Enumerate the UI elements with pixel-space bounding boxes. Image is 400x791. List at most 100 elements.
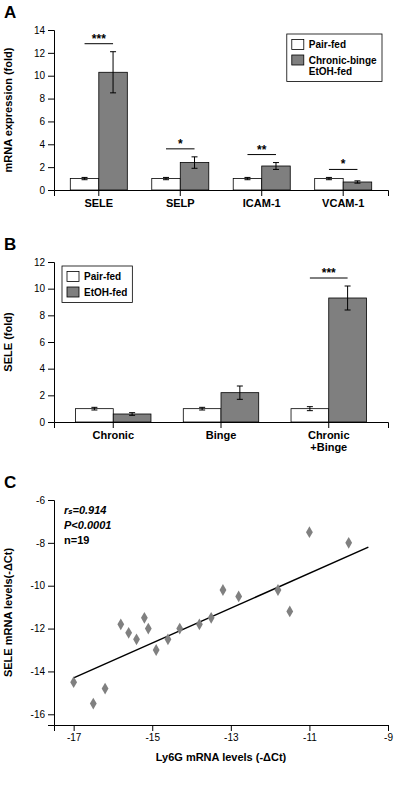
point: [145, 623, 152, 635]
tick-label: 8: [39, 310, 45, 321]
point: [141, 612, 148, 624]
error-bar: [354, 181, 360, 183]
error-bar: [110, 52, 116, 93]
y-axis: 02468101214: [34, 25, 55, 196]
tick: -8: [36, 538, 54, 549]
tick: 2: [39, 390, 54, 401]
axis-line: [55, 191, 389, 197]
axis-line: [55, 423, 389, 429]
tick-label: 0: [39, 417, 45, 428]
legend-label: Pair-fed: [309, 39, 346, 50]
text-line: Pair-fed: [84, 271, 121, 282]
text-line: ICAM-1: [243, 197, 281, 209]
tick-mark: [48, 586, 54, 587]
point: [125, 627, 132, 639]
error-bar-cap: [273, 162, 279, 163]
error-bar-stem: [309, 407, 310, 411]
error-bar-cap: [192, 168, 198, 169]
annotation: P<0.0001: [64, 519, 111, 531]
tick-label: -13: [224, 732, 239, 743]
error-bar-cap: [163, 177, 169, 178]
panel: 024681012ChronicBingeChronic+BingeSELE (…: [2, 257, 389, 453]
text-line: Binge: [206, 429, 237, 441]
error-bar-cap: [199, 407, 205, 408]
tick-label: -15: [146, 732, 161, 743]
significance-label: ***: [322, 266, 336, 280]
tick-label: -14: [31, 666, 46, 677]
x-axis-title: Ly6G mRNA levels (-ΔCt): [156, 751, 287, 763]
tick: 8: [39, 310, 54, 321]
bar: [233, 179, 262, 190]
error-bar-cap: [273, 169, 279, 170]
significance-label: *: [341, 157, 346, 171]
axis-line: [55, 726, 389, 732]
tick: 8: [39, 93, 54, 104]
bar: [329, 298, 367, 422]
annotation: n=19: [64, 534, 89, 546]
tick-mark: [309, 725, 310, 731]
tick-mark: [48, 629, 54, 630]
legend-items: Pair-fed EtOH-fed: [67, 271, 127, 298]
error-bar-stem: [275, 163, 276, 170]
point: [133, 633, 140, 645]
tick-mark: [48, 315, 54, 316]
point: [275, 584, 282, 596]
point: [90, 698, 97, 710]
tick-label: -11: [303, 732, 317, 743]
tick-mark: [48, 167, 54, 168]
tick-mark: [48, 30, 54, 31]
regression-line: [74, 547, 369, 678]
bar: [315, 179, 344, 190]
text-line: Chronic: [92, 429, 134, 441]
tick-label: SELP: [166, 197, 195, 209]
error-bar: [307, 407, 313, 411]
x-axis: -17-15-13-11-9: [55, 725, 394, 743]
y-axis-title: mRNA expression (fold): [2, 47, 14, 172]
point: [220, 584, 227, 596]
tick-mark: [48, 714, 54, 715]
tick-mark: [48, 121, 54, 122]
tick-label: 2: [39, 390, 45, 401]
legend-swatch: [292, 40, 304, 50]
tick: Chronic: [92, 422, 134, 441]
plot-area: [70, 52, 371, 190]
tick-label: 4: [39, 139, 45, 150]
error-bar-cap: [129, 415, 135, 416]
tick-label: 4: [39, 363, 45, 374]
tick-mark: [48, 144, 54, 145]
legend-box: [62, 266, 132, 303]
panel: -16-14-12-10-8-6-17-15-13-11-9Ly6G mRNA …: [2, 495, 393, 763]
error-bar-cap: [345, 310, 351, 311]
tick: SELP: [166, 190, 195, 209]
legend-swatch: [292, 55, 304, 65]
error-bar: [192, 157, 198, 168]
point: [196, 618, 203, 630]
text-line: SELP: [166, 197, 195, 209]
tick-label: Chronic: [92, 429, 134, 441]
error-bar: [129, 413, 135, 416]
tick-label: -6: [36, 495, 45, 506]
error-bar-cap: [307, 410, 313, 411]
panel-label: A: [4, 3, 16, 22]
error-bar-stem: [113, 52, 114, 93]
legend-item: EtOH-fed: [67, 287, 127, 298]
significance-label: *: [178, 137, 183, 151]
tick-mark: [48, 422, 54, 423]
error-bar-cap: [199, 410, 205, 411]
point: [165, 633, 172, 645]
error-bar: [345, 286, 351, 310]
panel-label: C: [4, 473, 16, 492]
legend-label: Pair-fed: [84, 271, 121, 282]
text-line: Chronic-binge: [309, 55, 377, 66]
error-bar-cap: [163, 179, 169, 180]
error-bar-cap: [110, 92, 116, 93]
tick-mark: [48, 289, 54, 290]
tick-label: 14: [34, 25, 46, 36]
tick: 12: [34, 257, 54, 268]
error-bar-cap: [307, 406, 313, 407]
error-bar-cap: [244, 179, 250, 180]
error-bar: [237, 386, 243, 399]
significance-label: ***: [92, 32, 106, 46]
point: [345, 537, 352, 549]
bar: [262, 166, 291, 190]
